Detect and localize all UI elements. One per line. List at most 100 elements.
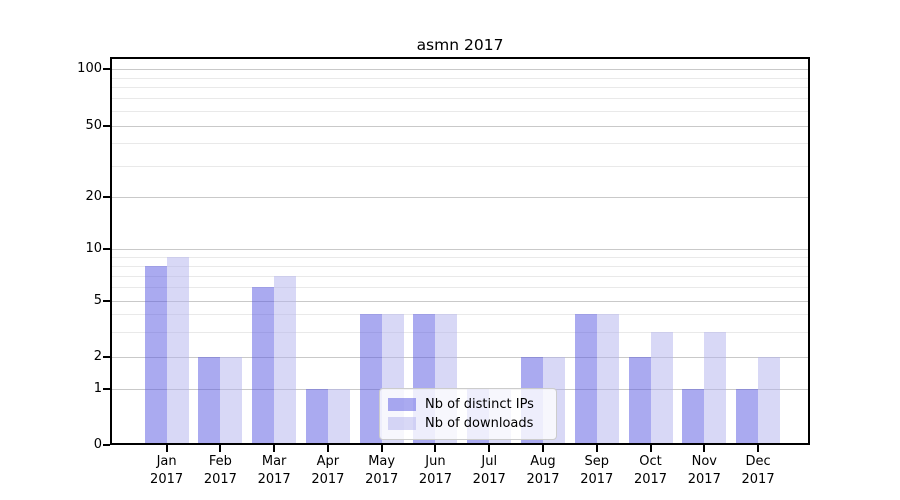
legend: Nb of distinct IPs Nb of downloads	[379, 388, 557, 440]
legend-item-distinct-ips: Nb of distinct IPs	[388, 395, 548, 413]
gridline-minor	[112, 286, 808, 288]
gridline-minor	[112, 275, 808, 277]
bar-distinct-ips	[252, 286, 275, 443]
x-tick-label-month: Feb	[208, 454, 232, 469]
chart-title: asmn 2017	[416, 36, 504, 54]
y-tick	[103, 355, 110, 358]
gridline-major	[112, 69, 808, 70]
x-tick	[165, 445, 168, 452]
x-tick-label: Aug 2017	[511, 453, 575, 488]
bar-downloads	[596, 314, 619, 443]
y-tick-label: 1	[93, 381, 102, 396]
x-tick-label-year: 2017	[687, 471, 721, 487]
bar-distinct-ips	[198, 356, 221, 443]
x-tick-label: Jun 2017	[403, 453, 467, 488]
x-tick-label-month: Aug	[530, 454, 556, 469]
gridline-major	[112, 356, 808, 358]
y-tick	[103, 125, 110, 127]
bar-distinct-ips	[682, 389, 705, 443]
x-tick-label-month: Mar	[261, 454, 287, 469]
y-tick	[103, 444, 110, 446]
x-tick-label-year: 2017	[365, 471, 399, 487]
x-tick	[434, 445, 437, 452]
bar-downloads	[758, 356, 781, 443]
gridline-major	[112, 126, 808, 127]
x-tick	[273, 445, 276, 452]
legend-label-downloads: Nb of downloads	[425, 415, 534, 431]
gridline-major	[112, 300, 808, 302]
x-tick-label-month: Jan	[156, 454, 177, 469]
bar-downloads	[327, 389, 350, 443]
y-tick-label: 5	[93, 292, 102, 308]
x-tick-label-month: Dec	[745, 454, 771, 469]
x-tick	[649, 445, 652, 452]
x-tick	[488, 445, 491, 452]
gridline-minor	[112, 256, 808, 258]
y-tick-label: 2	[93, 348, 102, 364]
x-tick-label: May 2017	[350, 453, 414, 488]
x-tick-label-year: 2017	[526, 471, 560, 487]
bar-downloads	[274, 275, 297, 443]
x-tick	[703, 445, 706, 452]
x-tick-label-month: May	[368, 454, 396, 469]
x-tick	[219, 445, 222, 452]
x-tick-label-year: 2017	[257, 471, 291, 487]
bar-distinct-ips	[359, 314, 382, 443]
bar-distinct-ips	[736, 389, 759, 443]
x-tick-label: Jul 2017	[457, 453, 521, 488]
y-tick-label: 50	[85, 118, 102, 133]
x-tick-label-year: 2017	[418, 471, 452, 487]
x-tick-label: Oct 2017	[619, 453, 683, 488]
x-tick	[541, 445, 544, 452]
legend-swatch-distinct-ips	[388, 397, 416, 411]
x-tick-label-year: 2017	[741, 471, 775, 487]
y-tick-label: 0	[93, 437, 102, 452]
gridline-minor	[112, 265, 808, 267]
x-tick	[326, 445, 329, 452]
x-tick-label: Sep 2017	[565, 453, 629, 488]
gridline-minor	[112, 314, 808, 316]
x-tick-label: Nov 2017	[672, 453, 736, 488]
y-tick-label: 20	[85, 189, 102, 204]
y-tick	[103, 68, 110, 70]
y-tick	[103, 196, 110, 198]
plot-area	[110, 57, 810, 445]
legend-swatch-downloads	[388, 416, 416, 430]
x-tick-label: Feb 2017	[188, 453, 252, 488]
y-tick	[103, 299, 110, 302]
gridline-minor	[112, 111, 808, 112]
bar-distinct-ips	[305, 389, 328, 443]
gridline-major	[112, 249, 808, 250]
x-tick-label-month: Oct	[639, 454, 662, 469]
gridline-minor	[112, 331, 808, 333]
x-tick-label-month: Jun	[425, 454, 446, 469]
x-tick	[757, 445, 760, 452]
y-tick-label: 100	[77, 61, 102, 76]
x-tick-label-year: 2017	[633, 471, 668, 487]
bar-downloads	[704, 331, 727, 443]
x-tick-label-year: 2017	[203, 471, 237, 487]
gridline-minor	[112, 77, 808, 79]
bar-distinct-ips	[628, 356, 651, 443]
x-tick-label-year: 2017	[311, 471, 345, 487]
y-tick-label: 10	[85, 241, 102, 256]
gridline-minor	[112, 87, 808, 89]
x-tick-label: Mar 2017	[242, 453, 306, 488]
gridline-minor	[112, 143, 808, 145]
x-tick-label-month: Nov	[691, 454, 717, 469]
y-tick	[103, 248, 110, 250]
x-tick-label-month: Jul	[481, 454, 498, 469]
bar-distinct-ips	[574, 314, 597, 443]
x-tick	[595, 445, 598, 452]
x-tick-label: Dec 2017	[726, 453, 790, 488]
bar-distinct-ips	[144, 265, 167, 443]
x-tick-label: Apr 2017	[296, 453, 360, 488]
x-tick-label-month: Sep	[584, 454, 609, 469]
legend-label-distinct-ips: Nb of distinct IPs	[425, 396, 534, 412]
bar-downloads	[166, 256, 189, 443]
x-tick	[380, 445, 383, 452]
gridline-minor	[112, 98, 808, 100]
x-tick-label: Jan 2017	[135, 453, 199, 488]
gridline-minor	[112, 165, 808, 167]
